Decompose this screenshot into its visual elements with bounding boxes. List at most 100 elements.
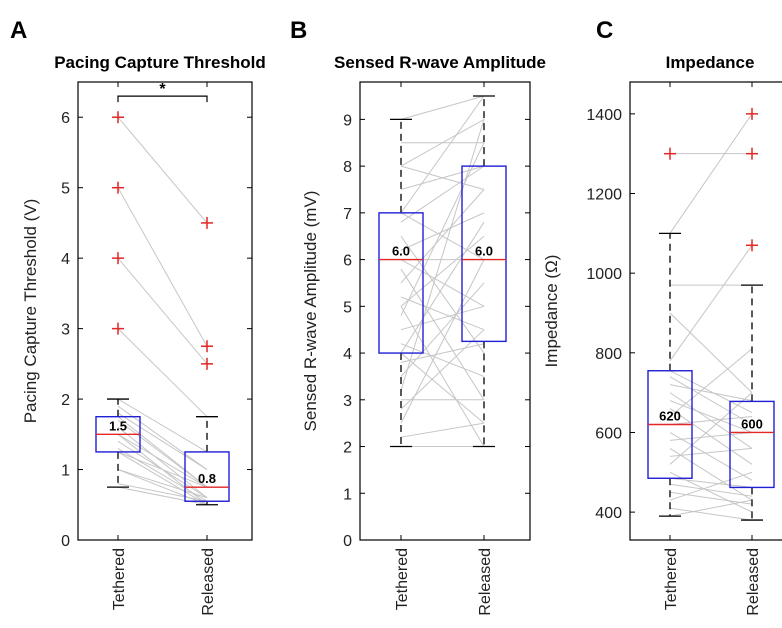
paired-line: [669, 483, 753, 497]
y-tick-label: 800: [595, 346, 622, 363]
paired-line: [669, 431, 753, 441]
paired-line: [400, 259, 485, 424]
paired-line: [400, 95, 485, 214]
box-released: 600: [729, 107, 775, 521]
paired-line: [400, 268, 485, 401]
paired-line: [117, 469, 208, 499]
paired-line: [669, 499, 753, 517]
paired-line: [400, 235, 485, 354]
outlier-marker: [746, 147, 758, 160]
y-tick-label: 1200: [586, 187, 622, 204]
paired-line: [117, 187, 208, 347]
iqr-box: [378, 212, 424, 354]
median-label: 6.0: [392, 244, 410, 259]
paired-lines: [400, 95, 485, 448]
panel-letter: B: [290, 17, 307, 44]
outlier-marker: [112, 322, 124, 335]
paired-line: [669, 400, 753, 433]
paired-line: [400, 305, 485, 331]
outlier-marker: [664, 147, 676, 160]
iqr-box: [184, 451, 230, 502]
y-tick-label: 6: [343, 253, 352, 270]
paired-line: [669, 244, 753, 362]
paired-line: [400, 189, 485, 284]
paired-lines: [117, 116, 208, 506]
outlier-marker: [746, 239, 758, 252]
y-tick-label: 1: [343, 486, 352, 503]
y-tick-label: 9: [343, 112, 352, 129]
y-tick-label: 3: [61, 322, 70, 339]
median-label: 6.0: [475, 244, 493, 259]
paired-line: [117, 412, 208, 470]
panel-c: C Impedance Impedance (Ω) 620 600 400 600 800 10…: [542, 17, 782, 616]
paired-line: [669, 491, 753, 505]
median-label: 600: [741, 416, 763, 431]
paired-line: [669, 392, 753, 465]
paired-line: [117, 447, 208, 502]
significance-bracket: *: [117, 81, 208, 103]
outlier-marker: [201, 340, 213, 353]
median-label: 0.8: [198, 471, 216, 486]
outlier-marker: [112, 111, 124, 124]
y-tick-label: 0: [61, 533, 70, 550]
outlier-marker: [112, 181, 124, 194]
box-tethered: 620: [647, 147, 693, 517]
paired-line: [117, 257, 208, 365]
paired-line: [400, 118, 485, 167]
paired-line: [400, 212, 485, 251]
paired-line: [117, 419, 208, 488]
chart-title: Sensed R-wave Amplitude: [334, 53, 546, 72]
y-tick-label: 2: [343, 440, 352, 457]
paired-line: [669, 370, 753, 414]
median-label: 1.5: [109, 418, 127, 433]
paired-line: [117, 451, 208, 506]
y-tick-label: 0: [343, 533, 352, 550]
y-tick-label: 4: [61, 251, 70, 268]
paired-line: [117, 426, 208, 499]
outlier-marker: [112, 252, 124, 265]
axes-frame: [359, 81, 531, 541]
paired-line: [400, 165, 485, 190]
paired-line: [669, 113, 753, 234]
y-tick-label: 5: [61, 181, 70, 198]
paired-line: [400, 306, 485, 447]
paired-line: [400, 282, 485, 377]
paired-line: [400, 422, 485, 438]
paired-line: [669, 447, 753, 457]
paired-line: [400, 165, 485, 223]
outlier-marker: [201, 216, 213, 229]
y-tick-label: 1000: [586, 266, 622, 283]
y-axis-label: Impedance (Ω): [542, 255, 561, 368]
paired-lines: [669, 113, 753, 521]
significance-label: *: [159, 81, 166, 98]
y-tick-label: 6: [61, 110, 70, 127]
x-tick-label: Released: [477, 548, 494, 616]
paired-line: [400, 296, 485, 331]
paired-line: [400, 221, 485, 354]
paired-line: [400, 95, 485, 120]
median-label: 620: [659, 409, 681, 424]
y-tick-label: 3: [343, 393, 352, 410]
y-tick-label: 4: [343, 346, 352, 363]
panel-letter: C: [596, 17, 613, 44]
paired-line: [669, 376, 753, 425]
y-tick-label: 1: [61, 463, 70, 480]
box-tethered: 6.0: [378, 118, 424, 448]
outlier-marker: [201, 357, 213, 370]
y-tick-label: 8: [343, 159, 352, 176]
y-tick-label: 2: [61, 392, 70, 409]
x-tick-label: Tethered: [111, 548, 128, 610]
paired-line: [669, 477, 753, 488]
x-tick-label: Released: [200, 548, 217, 616]
paired-line: [117, 451, 208, 488]
paired-line: [400, 343, 485, 363]
chart-title: Impedance: [666, 53, 755, 72]
x-tick-label: Tethered: [394, 548, 411, 610]
axes-frame: [629, 81, 782, 541]
paired-line: [117, 328, 208, 418]
paired-line: [669, 416, 753, 426]
paired-line: [400, 259, 485, 307]
paired-line: [400, 343, 485, 377]
x-tick-label: Tethered: [663, 548, 680, 610]
